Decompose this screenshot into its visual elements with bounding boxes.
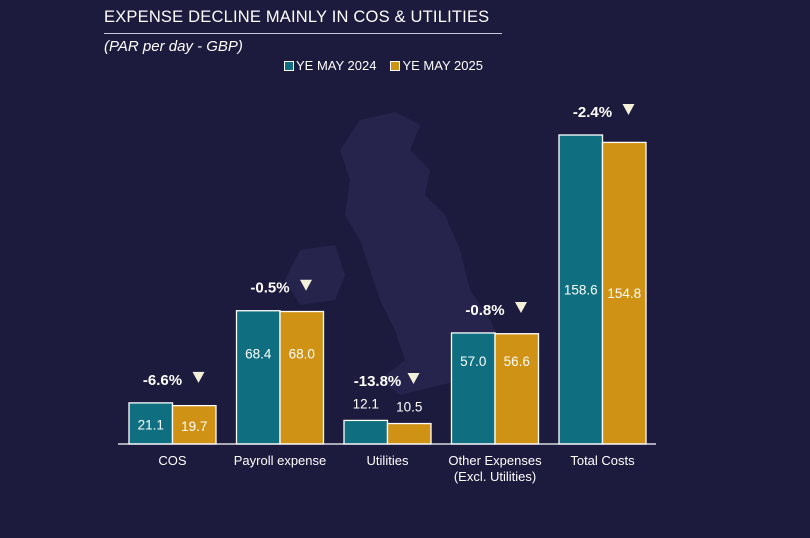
legend-label-2024: YE MAY 2024 (296, 58, 377, 73)
bar-2025 (386, 422, 432, 445)
bar-2025 (279, 310, 325, 445)
change-label: -6.6% (143, 372, 182, 389)
chart-subtitle: (PAR per day - GBP) (104, 38, 243, 55)
down-triangle-icon (300, 279, 312, 291)
category-label: COS (158, 453, 187, 468)
chart-title: EXPENSE DECLINE MAINLY IN COS & UTILITIE… (104, 8, 490, 26)
data-label: 68.4 (245, 347, 272, 362)
bar-2024 (343, 419, 389, 445)
bar-2024 (128, 402, 174, 445)
data-label: 12.1 (353, 396, 379, 411)
uk-map-background (285, 112, 505, 395)
data-label: 21.1 (138, 417, 164, 432)
change-label: -2.4% (573, 104, 612, 121)
data-label: 56.6 (504, 354, 530, 369)
legend-swatch-2025 (390, 60, 401, 71)
down-triangle-icon (192, 371, 205, 383)
down-triangle-icon (407, 373, 420, 384)
category-label: Payroll expense (234, 453, 327, 468)
bar-2024 (450, 332, 496, 445)
data-label: 57.0 (460, 354, 486, 369)
data-label: 10.5 (396, 400, 422, 415)
category-label: Total Costs (570, 453, 635, 468)
data-label: 68.0 (289, 347, 315, 362)
change-label: -0.8% (465, 302, 504, 319)
legend-label-2025: YE MAY 2025 (402, 58, 483, 73)
legend-swatch-2024 (284, 60, 294, 71)
title-divider (104, 33, 502, 34)
category-label: (Excl. Utilities) (454, 469, 536, 484)
bar-2024 (558, 134, 604, 445)
category-label: Other Expenses (448, 453, 542, 468)
bar-2025 (494, 333, 540, 445)
change-label: -13.8% (354, 373, 402, 390)
legend-item-2024: YE MAY 2024 (284, 58, 376, 73)
down-triangle-icon (515, 301, 527, 313)
legend: YE MAY 2024 YE MAY 2025 (284, 58, 483, 73)
bar-2025 (171, 404, 217, 445)
data-label: 158.6 (564, 283, 598, 298)
data-label: 154.8 (607, 286, 641, 301)
data-label: 19.7 (181, 419, 207, 434)
legend-item-2025: YE MAY 2025 (390, 58, 483, 73)
down-triangle-icon (622, 104, 635, 115)
bar-2024 (235, 310, 281, 445)
change-label: -0.5% (250, 280, 289, 297)
category-label: Utilities (367, 453, 409, 468)
